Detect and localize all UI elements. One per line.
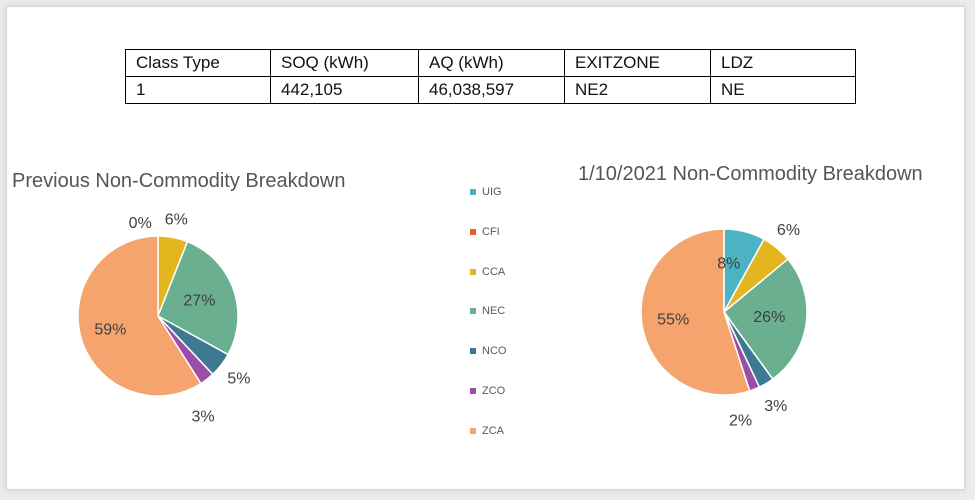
- header-ldz: LDZ: [710, 49, 856, 77]
- legend-item-cfi: CFI: [470, 225, 500, 239]
- previous-chart-title: Previous Non-Commodity Breakdown: [12, 170, 346, 192]
- table-header-row: Class Type SOQ (kWh) AQ (kWh) EXITZONE L…: [125, 49, 856, 77]
- header-class-type: Class Type: [125, 49, 271, 77]
- cell-soq: 442,105: [270, 76, 419, 104]
- previous-label-zca: 59%: [94, 321, 126, 338]
- previous-label-zco: 3%: [192, 408, 215, 425]
- legend-swatch-uig: [470, 189, 476, 195]
- legend-label-zca: ZCA: [482, 424, 504, 437]
- current-label-nec: 26%: [753, 309, 785, 326]
- legend-swatch-nec: [470, 308, 476, 315]
- current-label-zco: 2%: [729, 413, 752, 430]
- current-pie-chart: 8% 6% 26% 3% 2% 55%: [640, 222, 808, 430]
- previous-slice-zca: [77, 235, 202, 397]
- legend-item-uig: UIG: [470, 185, 502, 199]
- legend-item-zco: ZCO: [470, 384, 505, 398]
- current-label-nco: 3%: [764, 398, 787, 415]
- legend-label-uig: UIG: [482, 186, 502, 198]
- header-soq: SOQ (kWh): [270, 49, 419, 77]
- legend-item-nec: NEC: [470, 304, 505, 318]
- current-label-cca: 6%: [777, 222, 800, 239]
- current-slice-nec: [722, 258, 808, 381]
- header-exitzone: EXITZONE: [564, 49, 711, 77]
- current-slice-zca: [640, 228, 751, 396]
- legend-swatch-cfi: [470, 228, 476, 235]
- previous-label-uig: 0%: [129, 215, 152, 232]
- previous-label-nco: 5%: [227, 370, 250, 387]
- previous-pie-chart: 0% 6% 27% 5% 3% 59%: [77, 212, 250, 425]
- legend-swatch-nco: [470, 348, 476, 355]
- legend-label-nco: NCO: [482, 345, 507, 358]
- legend-label-nec: NEC: [482, 305, 506, 318]
- header-aq: AQ (kWh): [418, 49, 565, 77]
- legend-swatch-cca: [470, 268, 476, 275]
- current-chart-title: 1/10/2021 Non-Commodity Breakdown: [578, 163, 923, 185]
- cell-ldz: NE: [710, 76, 856, 104]
- legend-swatch-zco: [470, 388, 476, 394]
- legend-swatch-zca: [470, 427, 476, 434]
- cell-class-type: 1: [125, 76, 271, 104]
- legend-label-cfi: CFI: [482, 225, 500, 238]
- table-row: 1 442,105 46,038,597 NE2 NE: [125, 76, 856, 104]
- cell-exitzone: NE2: [564, 76, 711, 104]
- cell-aq: 46,038,597: [418, 76, 565, 104]
- current-label-zca: 55%: [657, 312, 689, 329]
- legend-item-cca: CCA: [470, 265, 505, 279]
- previous-label-cca: 6%: [165, 212, 188, 229]
- meter-info-table: Class Type SOQ (kWh) AQ (kWh) EXITZONE L…: [125, 49, 856, 104]
- legend-item-zca: ZCA: [470, 424, 504, 438]
- legend-label-cca: CCA: [482, 265, 506, 278]
- legend-item-nco: NCO: [470, 344, 506, 358]
- current-label-uig: 8%: [717, 256, 740, 273]
- legend-label-zco: ZCO: [482, 385, 506, 397]
- previous-label-nec: 27%: [183, 293, 215, 310]
